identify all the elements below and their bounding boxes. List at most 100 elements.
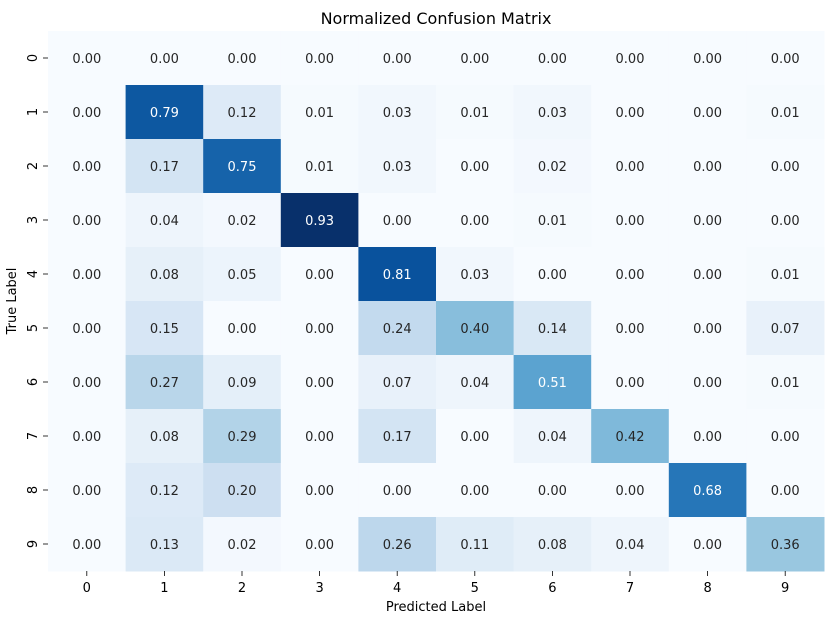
heatmap-cell-3-0 [48, 193, 127, 248]
heatmap-cell-6-5 [436, 355, 515, 410]
heatmap-cell-6-8 [668, 355, 747, 410]
heatmap-cell-4-2 [203, 247, 282, 302]
heatmap-cell-7-5 [436, 409, 515, 464]
cell-label-3-3: 0.93 [305, 214, 334, 229]
heatmap-cell-9-6 [513, 517, 592, 572]
heatmap-cell-2-4 [358, 139, 437, 194]
cell-label-6-0: 0.00 [72, 376, 101, 391]
heatmap-cell-1-7 [591, 85, 670, 140]
cell-label-1-7: 0.00 [616, 106, 645, 121]
heatmap-cell-9-2 [203, 517, 282, 572]
cell-label-7-8: 0.00 [693, 430, 722, 445]
cell-label-1-2: 0.12 [228, 106, 257, 121]
cell-label-7-1: 0.08 [150, 430, 179, 445]
cell-label-0-6: 0.00 [538, 52, 567, 67]
cell-label-0-7: 0.00 [616, 52, 645, 67]
heatmap-cell-8-6 [513, 463, 592, 518]
heatmap-cell-4-7 [591, 247, 670, 302]
cell-label-1-5: 0.01 [460, 106, 489, 121]
heatmap-cell-3-4 [358, 193, 437, 248]
heatmap-cell-6-9 [746, 355, 825, 410]
cell-label-5-0: 0.00 [72, 322, 101, 337]
heatmap-cell-3-6 [513, 193, 592, 248]
heatmap-cell-4-9 [746, 247, 825, 302]
cell-label-4-8: 0.00 [693, 268, 722, 283]
heatmap-cell-9-7 [591, 517, 670, 572]
x-tick-label-0: 0 [83, 581, 91, 596]
cell-label-3-4: 0.00 [383, 214, 412, 229]
cell-label-5-4: 0.24 [383, 322, 412, 337]
heatmap-cell-5-2 [203, 301, 282, 356]
heatmap-cell-1-4 [358, 85, 437, 140]
cell-label-9-0: 0.00 [72, 538, 101, 553]
cell-label-1-4: 0.03 [383, 106, 412, 121]
cell-label-5-6: 0.14 [538, 322, 567, 337]
cell-label-6-7: 0.00 [616, 376, 645, 391]
cell-label-9-9: 0.36 [771, 538, 800, 553]
cell-label-2-1: 0.17 [150, 160, 179, 175]
y-tick-label-1: 1 [26, 108, 41, 116]
heatmap-cell-0-9 [746, 31, 825, 86]
heatmap-cell-2-1 [125, 139, 204, 194]
cell-label-6-8: 0.00 [693, 376, 722, 391]
cell-label-8-0: 0.00 [72, 484, 101, 499]
heatmap-cell-8-4 [358, 463, 437, 518]
heatmap-cell-7-8 [668, 409, 747, 464]
heatmap-cell-5-3 [280, 301, 359, 356]
cell-label-2-2: 0.75 [228, 160, 257, 175]
heatmap-cell-2-6 [513, 139, 592, 194]
cell-label-5-5: 0.40 [460, 322, 489, 337]
cell-label-4-9: 0.01 [771, 268, 800, 283]
heatmap-cell-4-5 [436, 247, 515, 302]
heatmap-cell-7-7 [591, 409, 670, 464]
cell-label-7-2: 0.29 [228, 430, 257, 445]
cell-label-3-5: 0.00 [460, 214, 489, 229]
cell-label-0-0: 0.00 [72, 52, 101, 67]
cell-label-3-6: 0.01 [538, 214, 567, 229]
heatmap-cell-3-8 [668, 193, 747, 248]
heatmap-cell-0-8 [668, 31, 747, 86]
heatmap-cell-9-3 [280, 517, 359, 572]
heatmap-cell-8-7 [591, 463, 670, 518]
heatmap-cell-9-9 [746, 517, 825, 572]
x-tick-label-8: 8 [703, 581, 711, 596]
heatmap-cell-6-4 [358, 355, 437, 410]
cell-label-4-6: 0.00 [538, 268, 567, 283]
heatmap-cell-5-8 [668, 301, 747, 356]
cell-label-9-1: 0.13 [150, 538, 179, 553]
cell-label-2-0: 0.00 [72, 160, 101, 175]
heatmap-cell-5-0 [48, 301, 127, 356]
heatmap-cell-4-4 [358, 247, 437, 302]
cell-label-0-3: 0.00 [305, 52, 334, 67]
cell-label-1-6: 0.03 [538, 106, 567, 121]
cell-label-3-8: 0.00 [693, 214, 722, 229]
cell-label-2-3: 0.01 [305, 160, 334, 175]
heatmap-cell-1-0 [48, 85, 127, 140]
heatmap-cell-3-9 [746, 193, 825, 248]
heatmap-cell-5-1 [125, 301, 204, 356]
heatmap-cell-4-0 [48, 247, 127, 302]
cell-label-6-3: 0.00 [305, 376, 334, 391]
cell-label-0-2: 0.00 [228, 52, 257, 67]
cell-label-6-4: 0.07 [383, 376, 412, 391]
y-tick-label-3: 3 [26, 216, 41, 224]
cell-label-0-8: 0.00 [693, 52, 722, 67]
cell-label-7-3: 0.00 [305, 430, 334, 445]
cell-label-8-8: 0.68 [693, 484, 722, 499]
x-axis-ticks: 0 1 2 3 4 5 6 7 8 9 [83, 571, 789, 596]
heatmap-cell-6-6 [513, 355, 592, 410]
y-tick-label-7: 7 [26, 432, 41, 440]
cell-label-5-1: 0.15 [150, 322, 179, 337]
cell-label-3-7: 0.00 [616, 214, 645, 229]
chart-title: Normalized Confusion Matrix [321, 9, 552, 28]
cell-annotations: 0.00 0.00 0.00 0.00 0.00 0.00 0.00 0.00 0.00 0.00… [72, 52, 799, 553]
heatmap-cell-5-6 [513, 301, 592, 356]
heatmap-cell-2-5 [436, 139, 515, 194]
heatmap-cell-7-0 [48, 409, 127, 464]
x-axis-label: Predicted Label [386, 600, 486, 615]
heatmap-cell-5-5 [436, 301, 515, 356]
cell-label-6-6: 0.51 [538, 376, 567, 391]
cell-label-8-4: 0.00 [383, 484, 412, 499]
cell-label-2-6: 0.02 [538, 160, 567, 175]
heatmap-cell-5-7 [591, 301, 670, 356]
